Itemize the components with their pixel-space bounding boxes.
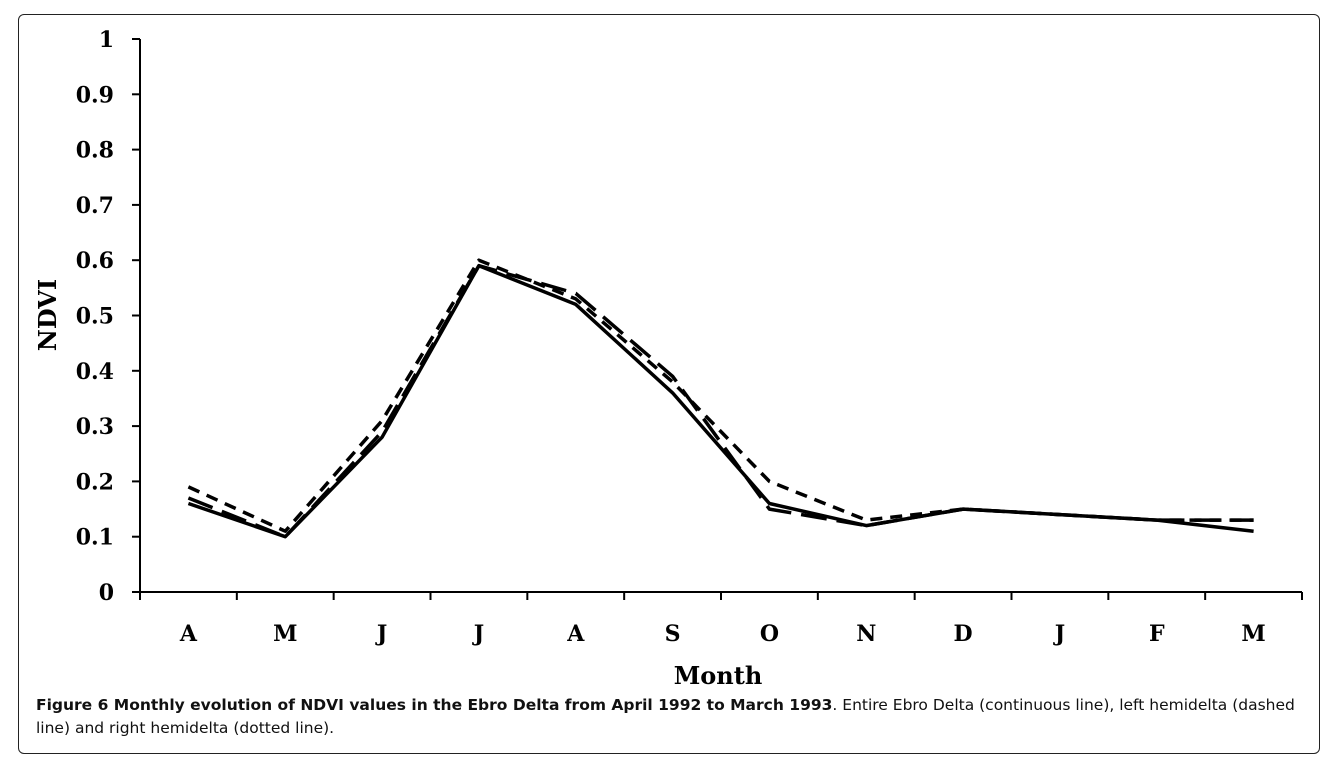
series-line-long-dashed — [187, 263, 1254, 539]
y-tick-label: 0.5 — [76, 304, 114, 330]
caption-text: . Entire Ebro Delta (continuous line), l… — [36, 696, 1295, 737]
x-tick-label: M — [273, 621, 297, 647]
x-tick-label: A — [566, 621, 585, 647]
figure-frame — [18, 14, 1320, 754]
y-tick-label: 0.9 — [76, 82, 114, 108]
x-axis-title: Month — [674, 661, 763, 690]
series-line-solid — [187, 263, 1254, 539]
y-tick-label: 0 — [99, 580, 114, 606]
y-tick-label: 0.6 — [76, 248, 114, 274]
y-tick-label: 0.8 — [76, 138, 114, 164]
y-tick-label: 0.2 — [76, 469, 114, 495]
x-tick-label: A — [179, 621, 198, 647]
x-tick-label: O — [760, 621, 779, 647]
y-tick-label: 1 — [99, 27, 114, 53]
chart-axes — [132, 38, 1303, 600]
y-tick-label: 0.3 — [76, 414, 114, 440]
x-tick-label: J — [472, 621, 484, 647]
x-tick-label: M — [1241, 621, 1265, 647]
series-line-dashed — [187, 258, 1254, 533]
y-tick-label: 0.4 — [76, 359, 114, 385]
x-tick-label: J — [375, 621, 387, 647]
x-tick-label: D — [954, 621, 973, 647]
x-tick-label: J — [1053, 621, 1065, 647]
x-tick-label: S — [665, 621, 681, 647]
y-tick-labels: 0 0.1 0.2 0.3 0.4 0.5 0.6 0.7 0.8 0.9 1 — [76, 27, 114, 606]
caption-title: Figure 6 Monthly evolution of NDVI value… — [36, 696, 833, 714]
ndvi-line-chart: 0 0.1 0.2 0.3 0.4 0.5 0.6 0.7 0.8 0.9 1 A M J J A S O N D J… — [33, 27, 1303, 690]
y-axis-title: NDVI — [33, 279, 62, 351]
x-tick-label: N — [856, 621, 876, 647]
figure-caption: Figure 6 Monthly evolution of NDVI value… — [36, 694, 1308, 740]
series-lines — [187, 258, 1254, 539]
x-tick-label: F — [1149, 621, 1165, 647]
y-tick-label: 0.7 — [76, 193, 114, 219]
y-tick-label: 0.1 — [76, 525, 114, 551]
